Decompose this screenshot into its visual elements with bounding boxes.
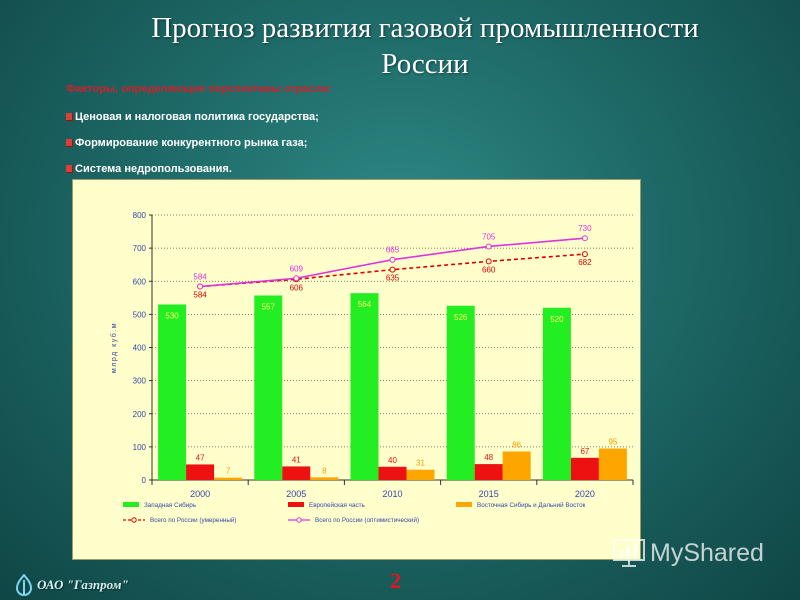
bar-value-label: 530 — [165, 311, 179, 320]
line-point — [197, 283, 204, 290]
bullet-item-subsoil-use: Система недропользования. — [66, 163, 232, 175]
y-tick-label: 400 — [133, 344, 147, 353]
line-value-label: 665 — [386, 246, 400, 255]
bullet-text: Ценовая и налоговая политика государства… — [75, 111, 319, 123]
bar-european-part — [378, 466, 407, 480]
bar-value-label: 31 — [416, 459, 425, 468]
bar-value-label: 48 — [484, 453, 493, 462]
line-value-label: 609 — [290, 264, 304, 273]
line-point — [389, 266, 396, 273]
bar-value-label: 557 — [262, 302, 276, 311]
bullet-item-price-policy: Ценовая и налоговая политика государства… — [66, 111, 319, 123]
x-tick-label: 2000 — [190, 489, 210, 499]
bullet-square-icon — [66, 113, 73, 121]
bar-west-siberia — [254, 295, 283, 480]
bar-west-siberia — [350, 293, 379, 480]
y-tick-label: 500 — [133, 310, 147, 319]
factors-heading: Факторы, определяющие перспективы отрасл… — [66, 83, 332, 95]
bar-value-label: 67 — [580, 447, 589, 456]
y-tick-label: 300 — [133, 377, 147, 386]
page-number: 2 — [390, 568, 401, 593]
bar-value-label: 7 — [226, 467, 231, 476]
legend-swatch — [456, 502, 472, 507]
bar-value-label: 564 — [358, 300, 372, 309]
legend-label: Европейская часть — [309, 501, 365, 509]
bar-value-label: 47 — [196, 453, 205, 462]
gazprom-logo: ОАО "Газпром" — [14, 574, 129, 596]
legend-marker — [296, 517, 302, 523]
line-point — [293, 275, 300, 282]
line-point — [389, 256, 396, 263]
bar-west-siberia — [446, 305, 475, 480]
legend-label: Всего по России (умеренный) — [150, 516, 237, 524]
bar-european-part — [474, 464, 503, 480]
bar-east-siberia — [502, 451, 531, 480]
line-point — [485, 243, 492, 250]
presentation-board-icon — [613, 539, 645, 567]
x-tick-label: 2020 — [575, 489, 595, 499]
line-value-label: 730 — [578, 224, 592, 233]
bar-european-part — [570, 457, 599, 480]
bar-value-label: 95 — [608, 438, 617, 447]
line-point — [581, 251, 588, 258]
legend-swatch — [123, 502, 139, 507]
legend-label: Западная Сибирь — [144, 501, 197, 509]
company-name: ОАО "Газпром" — [37, 577, 129, 592]
bar-value-label: 41 — [292, 455, 301, 464]
bar-value-label: 40 — [388, 456, 397, 465]
line-value-label: 584 — [193, 273, 207, 282]
x-tick-label: 2015 — [479, 489, 499, 499]
line-value-label: 660 — [482, 265, 496, 274]
y-tick-label: 100 — [133, 443, 147, 452]
bullet-item-competitive-market: Формирование конкурентного рынка газа; — [66, 137, 307, 149]
line-point — [581, 235, 588, 242]
line-value-label: 584 — [193, 291, 207, 300]
y-tick-label: 600 — [133, 277, 147, 286]
x-tick-label: 2005 — [286, 489, 306, 499]
myshared-watermark: MyShared — [612, 538, 764, 568]
chart-panel: 0 100 200 300 400 500 600 700 800 млрд куб.м 2000 2… — [72, 179, 641, 560]
bullet-text: Система недропользования. — [75, 163, 232, 175]
gas-production-chart: 0 100 200 300 400 500 600 700 800 млрд куб.м 2000 2… — [110, 211, 634, 524]
bar-east-siberia — [598, 448, 627, 480]
bar-east-siberia — [310, 477, 339, 480]
y-axis-label: млрд куб.м — [110, 322, 118, 373]
bar-value-label: 520 — [550, 315, 564, 324]
watermark-text: MyShared — [650, 538, 764, 567]
x-tick-label: 2010 — [382, 489, 402, 499]
bar-east-siberia — [406, 469, 435, 480]
line-value-label: 682 — [578, 258, 592, 267]
line-point — [485, 258, 492, 265]
y-tick-label: 0 — [142, 476, 147, 485]
bar-west-siberia — [158, 304, 187, 480]
line-value-label: 705 — [482, 232, 496, 241]
legend-label: Всего по России (оптимистический) — [315, 516, 419, 524]
gazprom-flame-icon — [15, 574, 33, 596]
legend-swatch — [288, 502, 304, 507]
legend-label: Восточная Сибирь и Дальний Восток — [477, 501, 586, 509]
bar-east-siberia — [214, 477, 243, 480]
bar-value-label: 526 — [454, 313, 468, 322]
bar-value-label: 86 — [512, 441, 521, 450]
bullet-square-icon — [66, 165, 73, 173]
bar-european-part — [282, 466, 311, 480]
slide-title: Прогноз развития газовой промышленности … — [151, 12, 699, 80]
y-tick-label: 200 — [133, 410, 147, 419]
bullet-square-icon — [66, 139, 73, 147]
bar-european-part — [186, 464, 215, 480]
bar-value-label: 8 — [322, 466, 327, 475]
bar-west-siberia — [542, 307, 571, 480]
y-tick-label: 700 — [133, 244, 147, 253]
y-tick-label: 800 — [133, 211, 147, 220]
line-value-label: 606 — [290, 283, 304, 292]
bullet-text: Формирование конкурентного рынка газа; — [75, 137, 308, 149]
line-value-label: 635 — [386, 274, 400, 283]
legend-marker — [131, 517, 137, 523]
